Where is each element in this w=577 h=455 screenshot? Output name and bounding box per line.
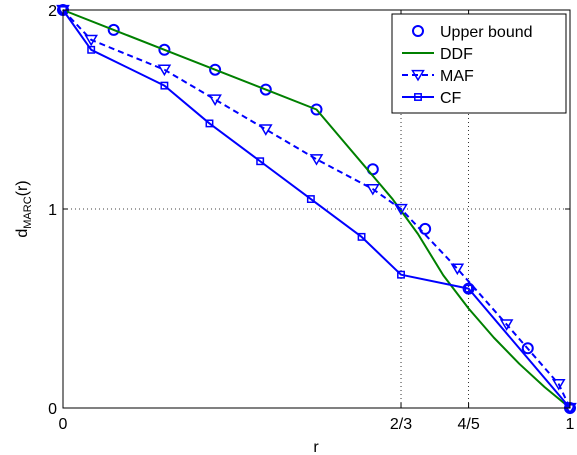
data-point-upper-bound [209, 63, 222, 76]
x-axis-label: r [313, 439, 319, 455]
data-point-cf [87, 45, 96, 54]
data-point-upper-bound [107, 23, 120, 36]
y-axis-label-tail: (r) [14, 180, 31, 196]
data-point-cf [357, 232, 366, 241]
legend-label-upper-bound: Upper bound [440, 24, 533, 41]
ticks: 0 2/3 4/5 1 0 1 2 [48, 3, 574, 433]
legend-marker-upper-bound [412, 25, 424, 37]
series-line-cf [62, 9, 571, 409]
x-tick-label: 4/5 [457, 416, 479, 433]
data-point-maf [394, 203, 408, 216]
series-ddf [62, 9, 571, 409]
data-point-cf [205, 119, 214, 128]
legend-label-ddf: DDF [440, 46, 473, 63]
x-tick-label: 1 [566, 416, 575, 433]
data-point-maf [157, 64, 172, 77]
data-point-cf [464, 284, 473, 293]
data-point-upper-bound [462, 282, 475, 295]
series-line-ddf [62, 9, 571, 409]
data-point-maf [84, 34, 99, 47]
grid [63, 10, 570, 408]
legend-entry-ddf: DDF [402, 46, 473, 63]
data-point-maf [450, 263, 465, 276]
legend-entry-maf: MAF [402, 68, 474, 85]
data-point-cf [160, 81, 169, 90]
y-axis-label-main: d [14, 229, 31, 238]
y-axis-label: dMARC(r) [14, 180, 34, 237]
data-point-maf [309, 154, 324, 166]
x-tick-label: 2/3 [390, 416, 412, 433]
legend-entry-cf: CF [402, 90, 462, 107]
data-point-cf [256, 157, 265, 166]
series-line-maf [62, 9, 571, 409]
data-point-upper-bound [158, 43, 171, 56]
y-tick-label: 1 [48, 202, 57, 219]
legend-label-cf: CF [440, 90, 462, 107]
data-point-maf [499, 319, 514, 331]
y-tick-label: 0 [48, 401, 57, 418]
x-tick-label: 0 [59, 416, 68, 433]
legend-label-maf: MAF [440, 68, 474, 85]
series-layer [56, 4, 577, 415]
data-point-cf [397, 270, 405, 279]
data-point-maf [366, 183, 380, 196]
data-point-maf [551, 378, 566, 391]
data-point-maf [208, 94, 222, 106]
data-point-cf [306, 195, 315, 204]
legend-marker-maf [411, 69, 425, 82]
data-point-upper-bound [259, 83, 272, 96]
data-point-upper-bound [310, 103, 323, 116]
legend-entry-upper-bound: Upper bound [412, 24, 533, 41]
legend-marker-cf [414, 93, 422, 101]
y-axis-label-sub: MARC [22, 196, 34, 228]
y-tick-label: 2 [48, 3, 57, 20]
data-point-upper-bound [521, 342, 534, 355]
legend: Upper bound DDF MAF CF [391, 13, 567, 114]
data-point-maf [258, 124, 273, 136]
